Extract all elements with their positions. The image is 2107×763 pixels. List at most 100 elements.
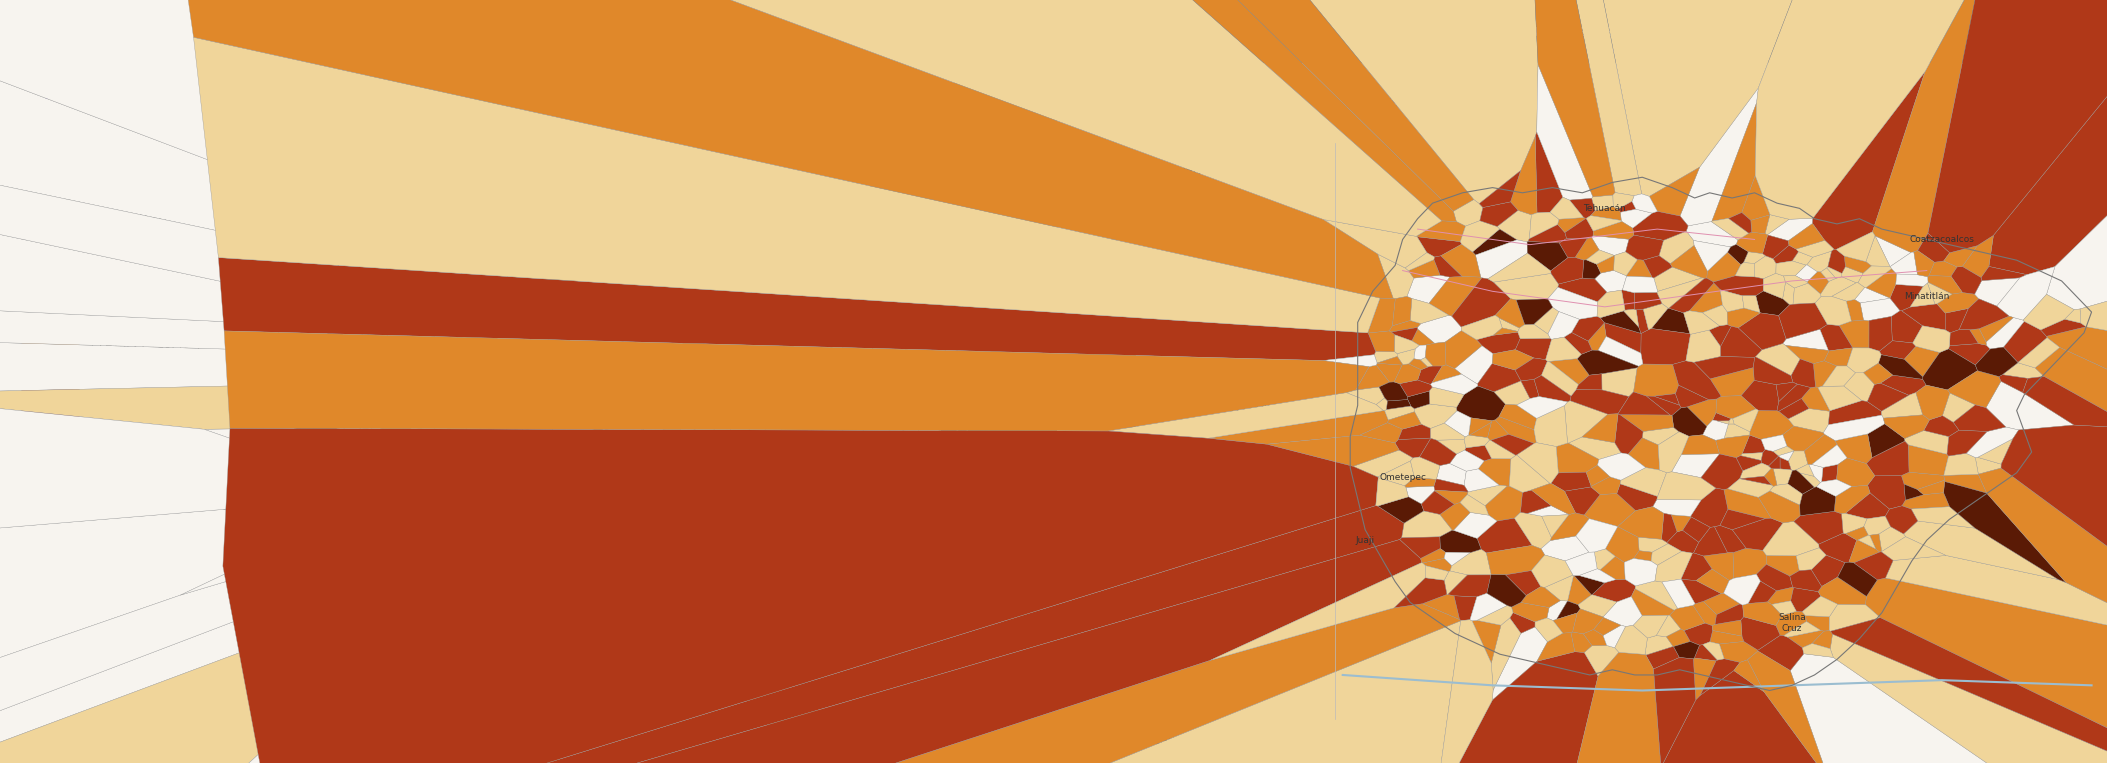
PathPatch shape: [775, 272, 799, 288]
PathPatch shape: [923, 462, 1742, 763]
PathPatch shape: [775, 285, 803, 298]
PathPatch shape: [1924, 416, 1960, 436]
PathPatch shape: [737, 620, 765, 638]
PathPatch shape: [518, 198, 567, 242]
PathPatch shape: [860, 464, 895, 482]
Text: ✕: ✕: [93, 26, 101, 37]
PathPatch shape: [1384, 406, 1414, 420]
PathPatch shape: [223, 428, 1378, 763]
PathPatch shape: [1568, 437, 1620, 459]
PathPatch shape: [1437, 463, 1466, 485]
Text: ⊠: ⊠: [1637, 94, 1652, 111]
PathPatch shape: [333, 308, 360, 329]
PathPatch shape: [476, 545, 520, 566]
PathPatch shape: [1804, 434, 1837, 465]
PathPatch shape: [497, 287, 531, 317]
PathPatch shape: [1831, 283, 1865, 301]
PathPatch shape: [1557, 601, 1580, 620]
PathPatch shape: [666, 598, 704, 622]
PathPatch shape: [756, 596, 771, 610]
PathPatch shape: [1690, 488, 1728, 527]
PathPatch shape: [529, 283, 573, 327]
PathPatch shape: [1728, 212, 1751, 233]
PathPatch shape: [1528, 506, 1570, 517]
PathPatch shape: [1656, 472, 1715, 500]
PathPatch shape: [388, 392, 417, 408]
Text: Ometepec: Ometepec: [1380, 474, 1426, 482]
PathPatch shape: [181, 527, 331, 595]
PathPatch shape: [1783, 282, 1795, 305]
PathPatch shape: [1439, 503, 1471, 530]
PathPatch shape: [1652, 500, 1700, 517]
PathPatch shape: [1818, 577, 1867, 604]
PathPatch shape: [1620, 468, 1667, 497]
PathPatch shape: [400, 573, 440, 587]
PathPatch shape: [331, 468, 379, 486]
Text: ⊖: ⊖: [392, 94, 407, 111]
PathPatch shape: [1755, 291, 1789, 316]
PathPatch shape: [1416, 221, 1466, 242]
PathPatch shape: [341, 536, 369, 557]
PathPatch shape: [1523, 0, 1616, 197]
PathPatch shape: [552, 196, 592, 224]
PathPatch shape: [733, 572, 748, 586]
PathPatch shape: [1850, 540, 1879, 563]
PathPatch shape: [807, 162, 900, 246]
PathPatch shape: [508, 483, 556, 499]
PathPatch shape: [1903, 493, 1949, 509]
PathPatch shape: [1757, 636, 1804, 671]
PathPatch shape: [497, 384, 527, 394]
PathPatch shape: [1882, 536, 1947, 561]
PathPatch shape: [1812, 555, 1846, 587]
PathPatch shape: [1812, 631, 1833, 649]
PathPatch shape: [579, 251, 596, 276]
PathPatch shape: [402, 456, 453, 480]
PathPatch shape: [662, 568, 681, 588]
PathPatch shape: [1793, 252, 1812, 266]
PathPatch shape: [1540, 536, 1589, 561]
PathPatch shape: [811, 316, 860, 352]
PathPatch shape: [577, 407, 605, 433]
PathPatch shape: [308, 542, 356, 558]
PathPatch shape: [1962, 236, 1993, 278]
PathPatch shape: [1620, 414, 1673, 432]
PathPatch shape: [929, 379, 950, 400]
PathPatch shape: [1429, 276, 1481, 316]
PathPatch shape: [1498, 211, 1532, 242]
PathPatch shape: [1654, 658, 1696, 763]
PathPatch shape: [931, 436, 986, 464]
PathPatch shape: [1496, 299, 1525, 328]
PathPatch shape: [1970, 329, 1987, 345]
PathPatch shape: [855, 0, 1456, 221]
PathPatch shape: [358, 390, 390, 408]
PathPatch shape: [737, 600, 759, 615]
PathPatch shape: [468, 321, 476, 332]
PathPatch shape: [527, 379, 571, 409]
Circle shape: [1085, 21, 1108, 39]
PathPatch shape: [324, 325, 343, 353]
PathPatch shape: [339, 417, 360, 435]
PathPatch shape: [862, 0, 1102, 268]
PathPatch shape: [1772, 600, 1797, 615]
PathPatch shape: [674, 584, 721, 609]
PathPatch shape: [1713, 275, 1764, 296]
PathPatch shape: [765, 296, 811, 321]
PathPatch shape: [409, 401, 428, 414]
PathPatch shape: [512, 359, 539, 389]
PathPatch shape: [457, 503, 489, 516]
PathPatch shape: [1395, 335, 1420, 353]
PathPatch shape: [1795, 464, 1814, 476]
PathPatch shape: [1595, 270, 1627, 292]
PathPatch shape: [786, 568, 820, 600]
PathPatch shape: [0, 557, 360, 763]
PathPatch shape: [402, 243, 455, 269]
PathPatch shape: [483, 584, 525, 617]
PathPatch shape: [786, 262, 807, 275]
PathPatch shape: [1563, 333, 1593, 354]
PathPatch shape: [1711, 218, 1749, 240]
PathPatch shape: [1780, 457, 1791, 470]
PathPatch shape: [487, 163, 529, 207]
Text: Minatitlán: Minatitlán: [1905, 292, 1949, 301]
PathPatch shape: [327, 279, 367, 308]
PathPatch shape: [815, 439, 858, 462]
